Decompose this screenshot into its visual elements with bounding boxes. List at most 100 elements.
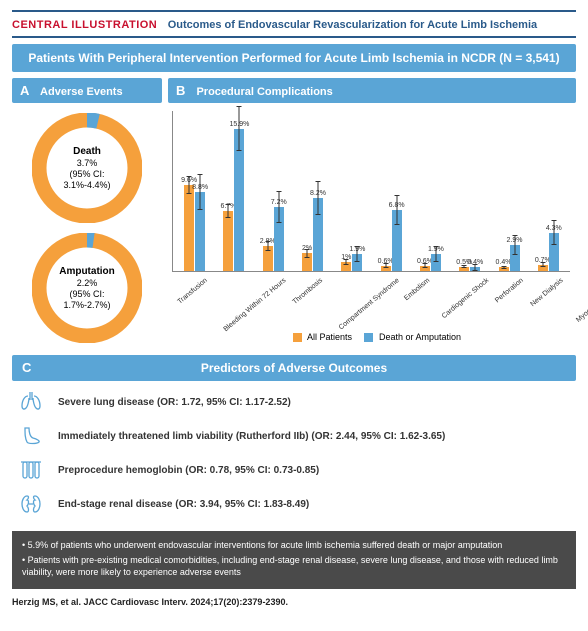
bar-adverse: 8.8% [195,192,205,271]
error-cap [276,191,281,192]
predictor-row: Preprocedure hemoglobin (OR: 0.78, 95% C… [16,457,572,483]
bar-group: 0.4% 2.9% [499,245,520,271]
legend-swatch-all [293,333,302,342]
legend-swatch-adverse [364,333,373,342]
donut-label: Amputation 2.2% (95% CI: 1.7%-2.7%) [59,266,115,310]
bar-all: 0.6% [420,266,430,271]
panel-a: A Adverse Events Death 3.7% (95% CI: 3.1… [12,78,162,349]
bar-all: 0.5% [459,267,469,271]
donut-area: Death 3.7% (95% CI: 3.1%-4.4%) Amputatio… [12,107,162,349]
error-cap [551,244,556,245]
legend-label-adverse: Death or Amputation [379,332,461,342]
error-cap [462,265,467,266]
bar-adverse: 1.9% [431,254,441,271]
predictors-list: Severe lung disease (OR: 1.72, 95% CI: 1… [12,387,576,531]
main-header: Patients With Peripheral Intervention Pe… [12,44,576,72]
error-cap [551,220,556,221]
error-bar [189,176,190,194]
donut-label: Death 3.7% (95% CI: 3.1%-4.4%) [60,146,115,190]
predictor-text: Severe lung disease (OR: 1.72, 95% CI: 1… [58,397,291,408]
error-cap [265,250,270,251]
error-cap [433,246,438,247]
error-cap [226,204,231,205]
donut-title: Death [60,146,115,158]
predictor-text: End-stage renal disease (OR: 3.94, 95% C… [58,499,309,510]
bar-adverse: 7.2% [274,207,284,271]
bar-all: 6.7% [223,211,233,271]
summary-box: • 5.9% of patients who underwent endovas… [12,531,576,589]
donut-ci: (95% CI: 3.1%-4.4%) [60,169,115,191]
title-label-red: CENTRAL ILLUSTRATION [12,19,157,31]
error-cap [276,222,281,223]
bar-adverse: 0.4% [470,267,480,271]
error-cap [355,246,360,247]
bar-adverse: 1.9% [352,254,362,271]
error-cap [316,181,321,182]
error-bar [553,220,554,245]
panel-a-title: Adverse Events [40,86,123,98]
bars-row: 9.6% 8.8% 6.7% 15.9% 2.8% [173,111,570,271]
error-cap [462,267,467,268]
error-cap [501,266,506,267]
error-cap [187,176,192,177]
bar-group: 1% 1.9% [341,254,362,271]
error-cap [422,263,427,264]
error-cap [316,214,321,215]
predictor-row: Severe lung disease (OR: 1.72, 95% CI: 1… [16,389,572,415]
error-cap [394,195,399,196]
error-cap [383,267,388,268]
lungs-icon [16,389,46,415]
error-cap [512,235,517,236]
panel-c-title: Predictors of Adverse Outcomes [201,361,387,375]
donut-pct: 2.2% [59,278,115,289]
panel-b-header: B Procedural Complications [168,78,576,103]
error-cap [198,174,203,175]
error-cap [198,209,203,210]
bar-adverse: 15.9% [234,129,244,271]
figure-container: CENTRAL ILLUSTRATION Outcomes of Endovas… [0,0,588,617]
title-bar: CENTRAL ILLUSTRATION Outcomes of Endovas… [12,10,576,38]
error-bar [357,246,358,262]
error-cap [473,264,478,265]
bar-all: 0.4% [499,267,509,271]
error-bar [228,204,229,218]
donut: Death 3.7% (95% CI: 3.1%-4.4%) [32,113,142,223]
error-cap [237,150,242,151]
predictor-text: Immediately threatened limb viability (R… [58,431,445,442]
bar-all: 0.7% [538,265,548,271]
legend-label-all: All Patients [307,332,352,342]
error-cap [540,262,545,263]
citation: Herzig MS, et al. JACC Cardiovasc Interv… [12,597,576,607]
chart-plot: 9.6% 8.8% 6.7% 15.9% 2.8% [172,111,570,272]
foot-icon [16,423,46,449]
bar-all: 9.6% [184,185,194,271]
error-bar [318,181,319,215]
panels-row: A Adverse Events Death 3.7% (95% CI: 3.1… [12,78,576,349]
bar-chart: 9.6% 8.8% 6.7% 15.9% 2.8% [168,107,576,342]
error-cap [305,249,310,250]
predictor-row: Immediately threatened limb viability (R… [16,423,572,449]
predictor-text: Preprocedure hemoglobin (OR: 0.78, 95% C… [58,465,319,476]
bar-group: 6.7% 15.9% [223,129,244,271]
summary-bullet: • 5.9% of patients who underwent endovas… [22,539,566,552]
error-cap [226,217,231,218]
bar-group: 9.6% 8.8% [184,185,205,271]
panel-a-letter: A [20,83,29,98]
error-cap [473,270,478,271]
bar-adverse: 2.9% [510,245,520,271]
bar-group: 2% 8.2% [302,198,323,271]
x-axis-labels: TransfusionBleeding Within 72 HoursThrom… [172,273,570,326]
error-bar [396,195,397,225]
error-cap [501,268,506,269]
bar-all: 0.6% [381,266,391,271]
error-bar [278,191,279,223]
error-cap [422,267,427,268]
bar-group: 0.6% 6.8% [381,210,402,271]
bar-adverse: 6.8% [392,210,402,271]
title-label-blue: Outcomes of Endovascular Revascularizati… [168,19,537,31]
panel-c-header: C Predictors of Adverse Outcomes [12,355,576,381]
predictor-row: End-stage renal disease (OR: 3.94, 95% C… [16,491,572,517]
panel-b: B Procedural Complications 9.6% 8.8% 6.7… [168,78,576,349]
bar-group: 0.5% 0.4% [459,267,480,271]
panel-c-letter: C [22,360,31,375]
